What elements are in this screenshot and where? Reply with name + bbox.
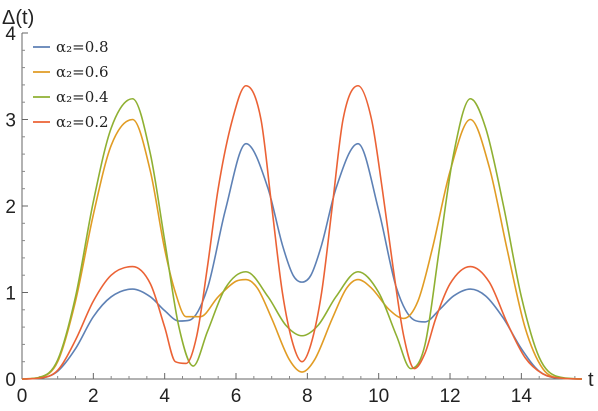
x-tick-label: 0 bbox=[17, 386, 28, 407]
x-tick-label: 2 bbox=[88, 386, 99, 407]
y-tick-label: 2 bbox=[5, 197, 16, 218]
x-tick-label: 6 bbox=[231, 386, 242, 407]
y-tick-label: 0 bbox=[5, 370, 16, 391]
x-tick-label: 10 bbox=[368, 386, 389, 407]
x-tick-label: 12 bbox=[439, 386, 460, 407]
series-line-1 bbox=[21, 142, 583, 380]
legend-label: α₂=0.2 bbox=[56, 113, 109, 131]
series-line-2 bbox=[21, 118, 583, 380]
x-tick-label: 14 bbox=[511, 386, 533, 407]
curves bbox=[21, 84, 583, 380]
series-line-4 bbox=[21, 84, 583, 380]
x-axis-label: t bbox=[588, 369, 594, 391]
y-tick-label: 3 bbox=[5, 111, 16, 132]
legend-label: α₂=0.4 bbox=[56, 88, 109, 106]
legend: α₂=0.8 α₂=0.6 α₂=0.4 α₂=0.2 bbox=[33, 38, 109, 131]
series-line-3 bbox=[21, 97, 583, 380]
legend-label: α₂=0.6 bbox=[56, 63, 109, 81]
y-axis-label: Δ(t) bbox=[2, 7, 34, 29]
legend-label: α₂=0.8 bbox=[56, 38, 109, 56]
y-tick-label: 1 bbox=[5, 284, 16, 305]
y-tick-label: 4 bbox=[5, 24, 16, 45]
x-tick-label: 4 bbox=[159, 386, 170, 407]
x-tick-label: 8 bbox=[302, 386, 313, 407]
